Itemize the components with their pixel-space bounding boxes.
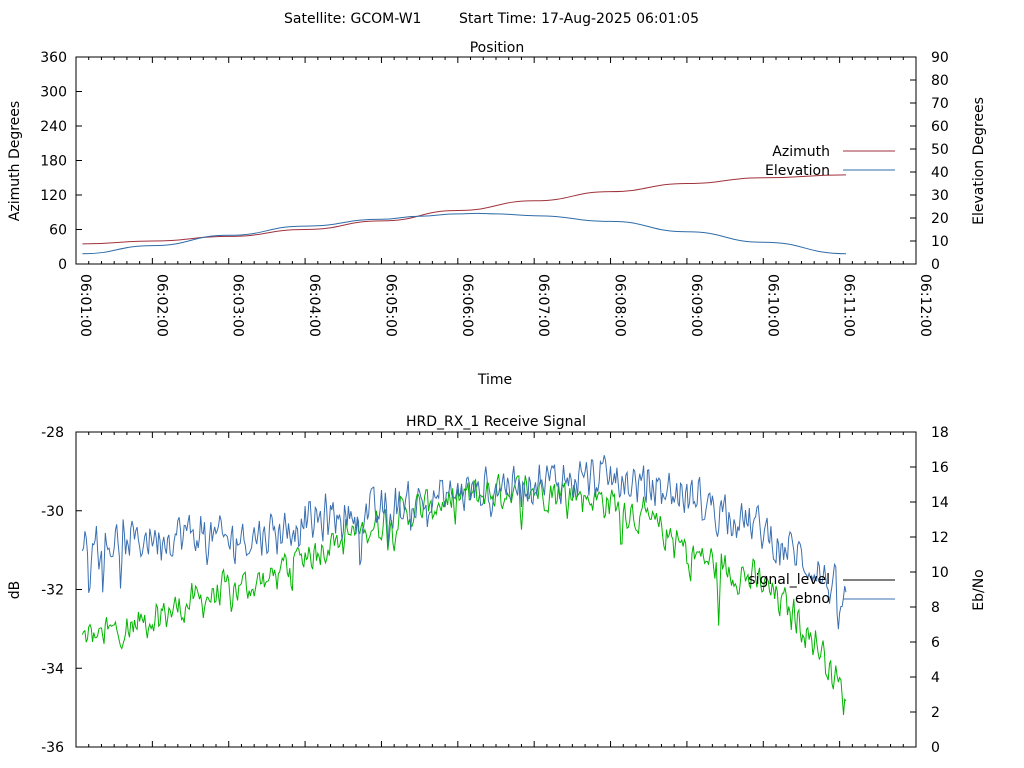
legend-ebno-label: ebno: [795, 591, 830, 607]
db-tick-label: -34: [41, 661, 64, 677]
elevation-tick-label: 0: [931, 257, 940, 273]
ebno-tick-label: 0: [931, 740, 940, 756]
elevation-tick-label: 90: [931, 50, 949, 66]
azimuth-tick-label: 120: [40, 188, 67, 204]
legend-signal-level-label: signal_level: [748, 572, 830, 588]
signal-series: [81, 455, 847, 715]
legend-azimuth-label: Azimuth: [772, 144, 830, 160]
x-tick-label: 06:10:00: [764, 274, 780, 337]
legend-elevation-label: Elevation: [765, 163, 830, 179]
x-tick-label: 06:06:00: [459, 274, 475, 337]
elevation-tick-label: 40: [931, 165, 949, 181]
signal-chart-title: HRD_RX_1 Receive Signal: [406, 414, 586, 430]
elevation-tick-label: 70: [931, 96, 949, 112]
ebno-axis-label: Eb/No: [971, 569, 987, 611]
position-chart-title: Position: [470, 40, 525, 56]
azimuth-series-line: [82, 174, 847, 245]
time-axis-label: Time: [477, 372, 512, 388]
signal-plot-frame: [75, 431, 917, 748]
x-tick-label: 06:07:00: [535, 274, 551, 337]
ebno-tick-label: 18: [931, 425, 949, 441]
x-tick-label: 06:08:00: [612, 274, 628, 337]
x-tick-label: 06:11:00: [841, 274, 857, 337]
x-tick-label: 06:12:00: [917, 274, 933, 337]
elevation-tick-label: 60: [931, 119, 949, 135]
x-tick-label: 06:09:00: [688, 274, 704, 337]
elevation-axis-label: Elevation Degrees: [971, 97, 987, 225]
db-tick-label: -32: [41, 583, 64, 599]
x-tick-label: 06:02:00: [153, 274, 169, 337]
ebno-tick-label: 12: [931, 530, 949, 546]
ebno-tick-label: 6: [931, 635, 940, 651]
db-tick-label: -30: [41, 504, 64, 520]
position-series: [82, 174, 847, 255]
x-tick-label: 06:03:00: [230, 274, 246, 337]
db-tick-label: -36: [41, 740, 64, 756]
db-axis-label: dB: [7, 581, 23, 600]
start-time-label: Start Time: 17-Aug-2025 06:01:05: [459, 11, 699, 27]
azimuth-tick-label: 360: [40, 50, 67, 66]
position-plot-frame: [75, 56, 917, 265]
green-trace-line: [81, 473, 847, 715]
ebno-tick-label: 2: [931, 705, 940, 721]
signal-legend: signal_level ebno: [748, 572, 895, 607]
ebno-tick-label: 10: [931, 565, 949, 581]
ebno-tick-label: 16: [931, 460, 949, 476]
azimuth-tick-label: 300: [40, 85, 67, 101]
position-legend: Azimuth Elevation: [765, 144, 895, 179]
ebno-tick-label: 8: [931, 600, 940, 616]
db-tick-label: -28: [41, 425, 64, 441]
elevation-series-line: [82, 212, 847, 255]
azimuth-tick-label: 0: [58, 257, 67, 273]
satellite-label: Satellite: GCOM-W1: [284, 11, 421, 27]
elevation-tick-label: 10: [931, 234, 949, 250]
ebno-tick-label: 14: [931, 495, 949, 511]
elevation-tick-label: 80: [931, 73, 949, 89]
x-tick-label: 06:04:00: [306, 274, 322, 337]
azimuth-axis-label: Azimuth Degrees: [7, 101, 23, 221]
ebno-series-line: [81, 455, 847, 630]
azimuth-tick-label: 240: [40, 119, 67, 135]
azimuth-tick-label: 60: [49, 223, 67, 239]
elevation-tick-label: 20: [931, 211, 949, 227]
signal-axis-ticks: -36 -34 -32 -30 -28 0 2 4 6 8 10 12 14 16 18: [41, 425, 949, 756]
elevation-tick-label: 30: [931, 188, 949, 204]
elevation-tick-label: 50: [931, 142, 949, 158]
ebno-tick-label: 4: [931, 670, 940, 686]
position-axis-ticks: 06:01:00 06:02:00 06:03:00 06:04:00 06:05:00…: [40, 50, 949, 337]
x-tick-label: 06:05:00: [382, 274, 398, 337]
azimuth-tick-label: 180: [40, 154, 67, 170]
x-tick-label: 06:01:00: [77, 274, 93, 337]
